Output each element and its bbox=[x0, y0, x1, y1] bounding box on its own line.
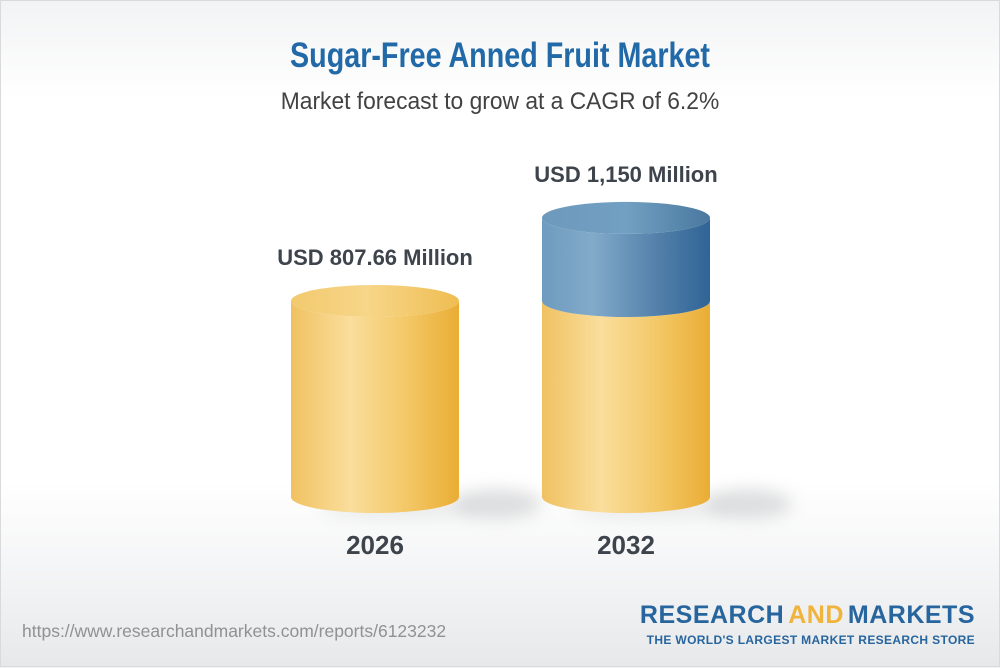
research-and-markets-logo: RESEARCH AND MARKETS THE WORLD'S LARGEST M… bbox=[640, 603, 975, 647]
value-label-2032: USD 1,150 Million bbox=[534, 161, 718, 187]
bar-2026-top-face bbox=[291, 285, 459, 317]
logo-word-markets: MARKETS bbox=[847, 601, 975, 629]
bar-2032-blue-segment bbox=[542, 217, 710, 317]
logo-tagline: THE WORLD'S LARGEST MARKET RESEARCH STOR… bbox=[646, 633, 975, 647]
bar-2032-top-face bbox=[542, 201, 710, 234]
logo-wordmark: RESEARCH AND MARKETS bbox=[640, 603, 975, 628]
category-label-2026: 2026 bbox=[346, 530, 404, 560]
chart-subtitle: Market forecast to grow at a CAGR of 6.2… bbox=[280, 88, 720, 115]
logo-word-research: RESEARCH bbox=[639, 601, 785, 629]
bar-2032-gold-segment bbox=[542, 301, 710, 513]
bar-2026-gold-segment bbox=[291, 301, 459, 513]
value-label-2026: USD 807.66 Million bbox=[277, 245, 473, 270]
chart-title: Sugar-Free Anned Fruit Market bbox=[290, 36, 710, 75]
category-label-2032: 2032 bbox=[597, 530, 655, 560]
logo-word-and: AND bbox=[788, 601, 844, 629]
report-url-link[interactable]: https://www.researchandmarkets.com/repor… bbox=[22, 621, 447, 641]
